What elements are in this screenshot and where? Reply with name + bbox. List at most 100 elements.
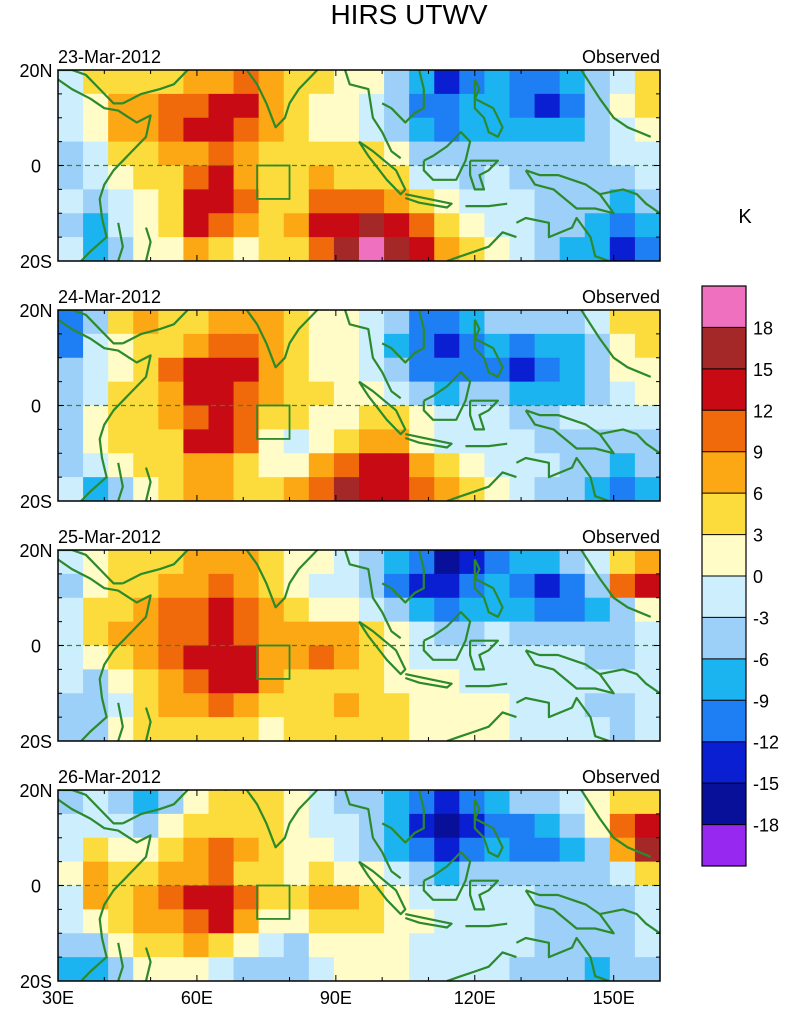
heatmap-cell: [258, 790, 285, 815]
heatmap-cell: [534, 93, 561, 119]
heatmap-cell: [308, 405, 335, 430]
heatmap-cell: [158, 117, 185, 143]
heatmap-cell: [333, 909, 360, 934]
heatmap-cell: [509, 573, 536, 599]
heatmap-cell: [208, 790, 235, 815]
heatmap-cell: [233, 837, 260, 863]
heatmap-cell: [634, 813, 660, 839]
heatmap-cell: [233, 141, 260, 167]
heatmap-cell: [634, 70, 660, 95]
heatmap-cell: [283, 117, 310, 143]
heatmap-cell: [58, 885, 84, 910]
heatmap-cell: [634, 117, 660, 143]
heatmap-cell: [183, 645, 210, 670]
heatmap-cell: [459, 453, 486, 478]
heatmap-cell: [208, 453, 235, 478]
heatmap-cell: [133, 477, 159, 501]
panel-label: Observed: [582, 527, 660, 547]
heatmap-cell: [208, 717, 235, 741]
heatmap-cell: [333, 885, 360, 910]
heatmap-cell: [359, 790, 385, 815]
heatmap-cell: [308, 477, 335, 501]
heatmap-cells: [58, 310, 660, 501]
heatmap-cell: [609, 621, 636, 647]
heatmap-cell: [183, 861, 210, 887]
heatmap-cell: [434, 405, 460, 430]
heatmap-cell: [333, 669, 360, 694]
coastlines: [58, 310, 660, 501]
heatmap-cell: [534, 189, 561, 214]
heatmap-cell: [233, 357, 260, 383]
heatmap-cell: [108, 573, 134, 599]
heatmap-cell: [559, 117, 586, 143]
heatmap-cell: [158, 837, 185, 863]
heatmap-cell: [233, 573, 260, 599]
heatmap-cell: [459, 837, 486, 863]
colorbar-swatch: [702, 410, 746, 453]
heatmap-cell: [459, 141, 486, 167]
heatmap-cell: [534, 117, 561, 143]
heatmap-cell: [183, 717, 210, 741]
heatmap-cell: [258, 213, 285, 238]
heatmap-cell: [333, 573, 360, 599]
coastline: [144, 707, 152, 741]
heatmap-cell: [359, 237, 385, 261]
heatmap-cell: [584, 381, 611, 407]
y-tick-label: 20N: [19, 541, 52, 561]
heatmap-cell: [183, 669, 210, 694]
heatmap-cell: [384, 909, 410, 934]
coastline: [599, 428, 660, 455]
coastline: [473, 559, 504, 618]
heatmap-cell: [233, 381, 260, 407]
heatmap-cell: [359, 165, 385, 190]
heatmap-cell: [208, 477, 235, 501]
heatmap-cell: [409, 837, 435, 863]
heatmap-cell: [283, 693, 310, 718]
heatmap-cell: [534, 141, 561, 167]
heatmap-cell: [509, 93, 536, 119]
heatmap-cell: [108, 357, 134, 383]
heatmap-cell: [359, 645, 385, 670]
heatmap-cell: [333, 357, 360, 383]
heatmap-cell: [384, 429, 410, 454]
heatmap-cell: [58, 429, 84, 454]
heatmap-cell: [158, 790, 185, 815]
heatmap-cell: [208, 837, 235, 863]
heatmap-cell: [258, 550, 285, 575]
heatmap-cell: [83, 790, 109, 815]
heatmap-cell: [359, 189, 385, 214]
heatmap-cell: [183, 837, 210, 863]
heatmap-cell: [434, 550, 460, 575]
heatmap-cell: [283, 645, 310, 670]
heatmap-cell: [333, 333, 360, 359]
region-box: [256, 644, 291, 680]
heatmap-cell: [233, 165, 260, 190]
heatmap-cell: [258, 70, 285, 95]
heatmap-cell: [58, 141, 84, 167]
heatmap-cell: [258, 909, 285, 934]
heatmap-cell: [283, 405, 310, 430]
heatmap-cell: [158, 477, 185, 501]
heatmap-cell: [359, 477, 385, 501]
heatmap-cell: [58, 213, 84, 238]
heatmap-cell: [58, 453, 84, 478]
heatmap-cell: [509, 790, 536, 815]
coastline: [144, 227, 152, 261]
coastline: [224, 550, 319, 609]
coastline: [446, 231, 517, 261]
heatmap-cell: [183, 885, 210, 910]
heatmap-cell: [258, 885, 285, 910]
heatmap-cell: [208, 933, 235, 958]
heatmap-cell: [158, 669, 185, 694]
heatmap-cell: [509, 189, 536, 214]
heatmap-cell: [459, 909, 486, 934]
coastline: [515, 696, 610, 741]
heatmap-cell: [183, 213, 210, 238]
heatmap-cell: [183, 933, 210, 958]
coastline: [422, 131, 472, 181]
heatmap-cell: [509, 70, 536, 95]
heatmap-cell: [359, 909, 385, 934]
heatmap-cell: [208, 213, 235, 238]
heatmap-cell: [308, 861, 335, 887]
heatmap-cell: [509, 861, 536, 887]
